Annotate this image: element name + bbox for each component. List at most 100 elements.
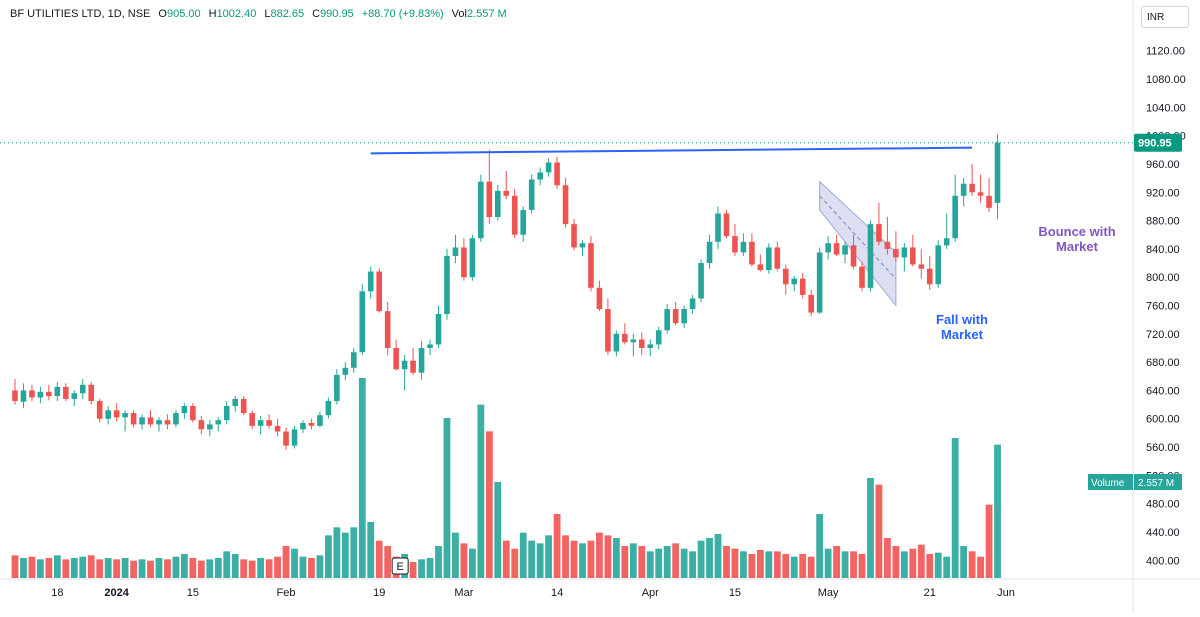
candle-body bbox=[706, 241, 713, 264]
high-label: H bbox=[208, 8, 217, 20]
volume-bar bbox=[706, 538, 713, 578]
candle-body bbox=[816, 252, 823, 313]
candle-body bbox=[537, 172, 543, 180]
currency-selector[interactable]: INR bbox=[1141, 6, 1189, 28]
candle-body bbox=[435, 313, 442, 345]
candle-body bbox=[122, 413, 128, 418]
candle-body bbox=[130, 413, 137, 425]
volume-bar bbox=[604, 535, 612, 578]
volume-bar bbox=[375, 540, 383, 578]
candle-body bbox=[274, 425, 281, 432]
bounce-annotation-text: Market bbox=[1056, 239, 1099, 254]
y-tick-label: 440.00 bbox=[1146, 527, 1180, 539]
volume-bar bbox=[316, 555, 324, 578]
candle-body bbox=[994, 142, 1001, 203]
volume-bar bbox=[384, 546, 392, 578]
volume-bar bbox=[435, 546, 442, 578]
candle-body bbox=[37, 391, 44, 398]
volume-bar bbox=[511, 548, 519, 578]
candle-body bbox=[969, 183, 975, 193]
volume-bar bbox=[646, 551, 654, 578]
y-tick-label: 840.00 bbox=[1146, 244, 1180, 256]
y-tick-label: 720.00 bbox=[1146, 329, 1180, 341]
volume-bar bbox=[748, 554, 756, 578]
candle-body bbox=[698, 263, 704, 299]
volume-bar bbox=[358, 378, 366, 578]
candle-body bbox=[156, 420, 162, 425]
volume-bar bbox=[833, 546, 840, 578]
candle-body bbox=[605, 309, 611, 352]
candle-body bbox=[859, 266, 865, 288]
volume-bar bbox=[765, 551, 773, 578]
y-tick-label: 560.00 bbox=[1146, 442, 1180, 454]
candle-body bbox=[579, 243, 586, 248]
volume-bar bbox=[20, 558, 27, 578]
earnings-event-marker bbox=[391, 557, 409, 575]
candle-body bbox=[105, 410, 111, 419]
candle-body bbox=[469, 238, 476, 278]
x-tick-label: Apr bbox=[642, 587, 659, 599]
candle-body bbox=[850, 245, 857, 267]
candle-body bbox=[520, 209, 526, 235]
volume-bar bbox=[562, 535, 569, 578]
volume-bar bbox=[130, 560, 137, 578]
candle-body bbox=[723, 213, 730, 237]
candle-body bbox=[571, 224, 577, 248]
candle-body bbox=[867, 224, 874, 288]
candle-body bbox=[54, 386, 61, 397]
volume-bar bbox=[113, 559, 121, 578]
low-label: L bbox=[264, 8, 271, 20]
y-tick-label: 400.00 bbox=[1146, 555, 1180, 567]
candle-body bbox=[444, 255, 450, 314]
x-tick-label: 15 bbox=[187, 587, 199, 599]
volume-bar bbox=[485, 431, 493, 578]
volume-bar bbox=[206, 559, 214, 578]
volume-bar bbox=[968, 551, 976, 578]
volume-tag-value: 2.557 M bbox=[1138, 478, 1174, 489]
volume-bar bbox=[850, 551, 857, 578]
candle-series bbox=[12, 134, 1001, 450]
resistance-trendline bbox=[370, 146, 973, 155]
y-tick-label: 1080.00 bbox=[1146, 74, 1186, 86]
volume-bar bbox=[164, 559, 171, 578]
volume-bar bbox=[477, 404, 485, 578]
volume-bar bbox=[45, 558, 53, 578]
candle-body bbox=[825, 243, 831, 253]
volume-bar bbox=[824, 548, 832, 578]
volume-bar bbox=[579, 543, 586, 578]
volume-bar bbox=[816, 514, 824, 578]
candle-body bbox=[240, 398, 247, 414]
volume-bar bbox=[951, 438, 959, 578]
y-tick-label: 680.00 bbox=[1146, 357, 1180, 369]
candle-body bbox=[791, 278, 798, 285]
volume-bar bbox=[596, 532, 603, 578]
candle-body bbox=[638, 339, 645, 348]
symbol-title[interactable]: BF UTILITIES LTD, 1D, NSE bbox=[10, 8, 151, 20]
volume-bar bbox=[155, 558, 163, 578]
candle-body bbox=[935, 245, 942, 285]
x-tick-label: May bbox=[818, 587, 839, 599]
candle-body bbox=[257, 420, 264, 426]
candle-body bbox=[300, 422, 306, 430]
volume-bar bbox=[62, 559, 70, 578]
candle-body bbox=[545, 162, 552, 173]
candle-body bbox=[376, 271, 383, 312]
volume-bar bbox=[917, 544, 925, 578]
candle-body bbox=[486, 181, 493, 218]
x-tick-label: Jun bbox=[997, 587, 1015, 599]
volume-bar bbox=[536, 543, 544, 578]
candle-body bbox=[393, 347, 399, 370]
candle-body bbox=[630, 339, 637, 343]
candle-body bbox=[215, 420, 222, 425]
volume-bar bbox=[418, 559, 425, 578]
candle-body bbox=[901, 247, 908, 258]
change-value: +88.70 (+9.83%) bbox=[361, 8, 444, 20]
candle-body bbox=[461, 247, 467, 278]
volume-bar bbox=[790, 556, 798, 578]
candle-body bbox=[613, 333, 620, 352]
candle-body bbox=[367, 271, 374, 292]
candle-body bbox=[291, 429, 298, 446]
candle-body bbox=[740, 241, 747, 253]
